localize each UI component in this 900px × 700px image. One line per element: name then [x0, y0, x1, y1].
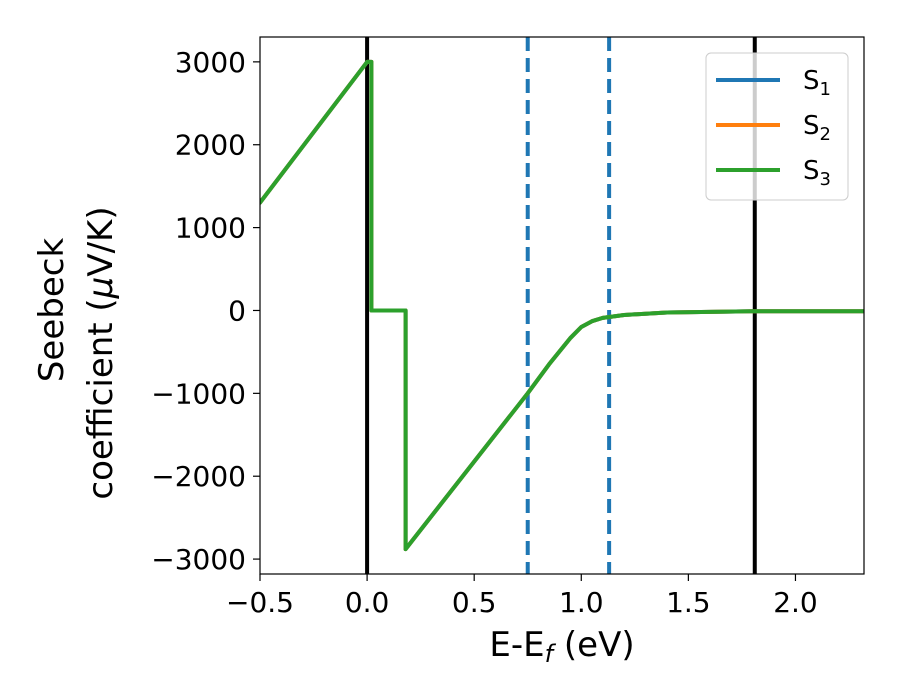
x-axis-ticks: −0.5 0.0 0.5 1.0 1.5 2.0	[226, 574, 818, 619]
x-axis-title-main: E-E	[489, 625, 544, 665]
x-axis-title-unit: (eV)	[553, 625, 635, 665]
y-tick-label: 0	[228, 294, 246, 327]
y-axis-title-text: coefficient (	[81, 298, 121, 499]
y-axis-title-line1: Seebeck	[32, 238, 72, 383]
y-axis-title-line2: coefficient (μV/K)	[81, 206, 121, 499]
y-tick-label: 3000	[175, 46, 246, 79]
legend-label-S2: S2	[803, 111, 831, 145]
y-tick-label: 1000	[175, 212, 246, 245]
y-tick-label: 2000	[175, 129, 246, 162]
legend-label-S3: S3	[803, 156, 831, 190]
y-axis-title-unit: V/K)	[81, 206, 121, 276]
x-tick-label: −0.5	[226, 586, 294, 619]
legend-label-S1: S1	[803, 66, 831, 100]
y-tick-label: −3000	[151, 543, 246, 576]
vertical-lines	[365, 37, 757, 574]
y-tick-label: −2000	[151, 460, 246, 493]
y-axis-title-mu: μ	[81, 277, 121, 300]
series-lines	[260, 59, 864, 552]
x-tick-label: 1.0	[559, 586, 604, 619]
y-tick-label: −1000	[151, 377, 246, 410]
x-tick-label: 1.5	[666, 586, 711, 619]
x-axis-title: E-Ef (eV)	[489, 625, 634, 668]
x-tick-label: 2.0	[773, 586, 818, 619]
plot-frame	[259, 36, 865, 575]
legend: S1 S2 S3	[705, 52, 849, 201]
x-tick-label: 0.5	[452, 586, 497, 619]
series-line-S3	[260, 59, 864, 552]
y-axis-ticks: −3000 −2000 −1000 0 1000 2000 3000	[151, 46, 260, 576]
x-tick-label: 0.0	[345, 586, 390, 619]
